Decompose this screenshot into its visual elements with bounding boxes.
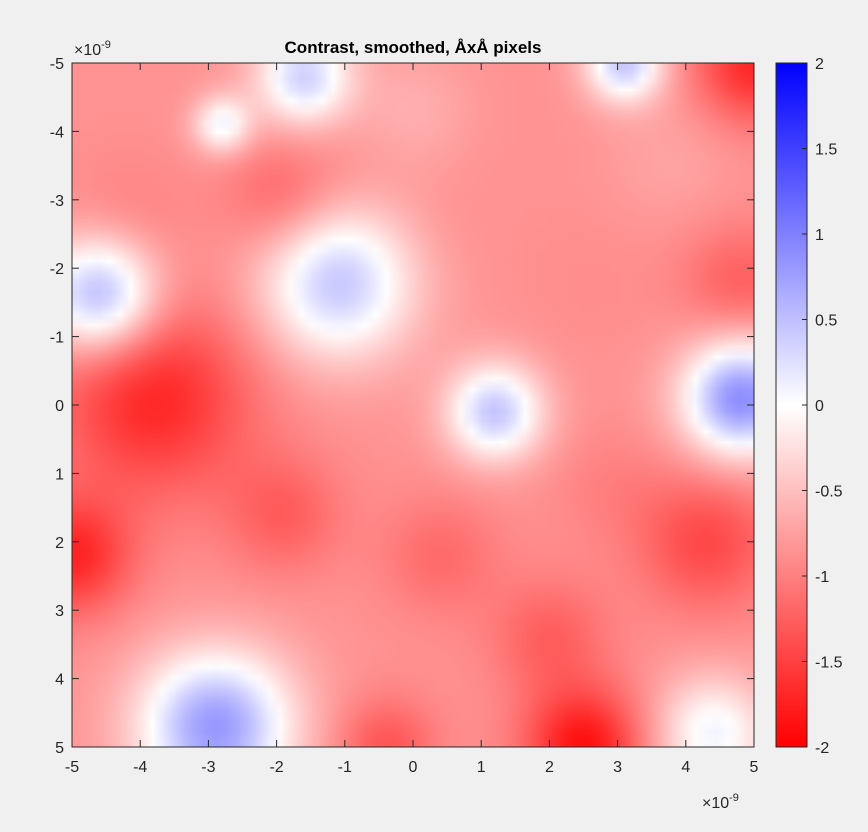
- colorbar-tick-label: 1.5: [815, 142, 837, 159]
- colorbar-gradient: [776, 63, 807, 747]
- chart-title: Contrast, smoothed, ÅxÅ pixels: [285, 38, 542, 57]
- x-tick-label: 2: [545, 759, 554, 776]
- x-axis-ticks: -5 -4 -3 -2 -1 0 1 2 3 4 5: [65, 63, 759, 776]
- colorbar-tick-label: 2: [815, 56, 824, 73]
- heatmap-image: [72, 63, 754, 747]
- colorbar-tick-label: 1: [815, 227, 824, 244]
- x-tick-label: -2: [269, 759, 283, 776]
- x-exponent-power: -9: [729, 792, 739, 804]
- x-exponent-base: ×10: [702, 795, 729, 812]
- x-tick-label: -4: [133, 759, 147, 776]
- y-tick-label: -4: [50, 124, 64, 141]
- colorbar-tick-label: -2: [815, 740, 829, 757]
- colorbar-tick-label: -1.5: [815, 655, 843, 672]
- y-tick-label: 2: [55, 535, 64, 552]
- y-axis-exponent: ×10-9: [74, 39, 111, 59]
- y-tick-label: 1: [55, 466, 64, 483]
- colorbar-ticks: 2 1.5 1 0.5 0 -0.5 -1 -1.5 -2: [802, 56, 843, 757]
- colorbar: 2 1.5 1 0.5 0 -0.5 -1 -1.5 -2: [775, 56, 843, 757]
- x-tick-label: -3: [201, 759, 215, 776]
- x-tick-label: 1: [477, 759, 486, 776]
- y-tick-label: -5: [50, 56, 64, 73]
- colorbar-tick-label: -0.5: [815, 484, 843, 501]
- x-tick-label: -5: [65, 759, 79, 776]
- y-exponent-base: ×10: [74, 42, 101, 59]
- y-tick-label: -2: [50, 261, 64, 278]
- y-axis-ticks: -5 -4 -3 -2 -1 0 1 2 3 4 5: [50, 56, 754, 757]
- y-tick-label: 3: [55, 603, 64, 620]
- y-tick-label: -3: [50, 193, 64, 210]
- x-tick-label: 5: [750, 759, 759, 776]
- y-tick-label: -1: [50, 330, 64, 347]
- x-tick-label: 3: [613, 759, 622, 776]
- colorbar-tick-label: 0.5: [815, 313, 837, 330]
- colorbar-tick-label: -1: [815, 569, 829, 586]
- y-tick-label: 5: [55, 740, 64, 757]
- colorbar-tick-label: 0: [815, 398, 824, 415]
- x-tick-label: -1: [338, 759, 352, 776]
- x-tick-label: 0: [409, 759, 418, 776]
- y-tick-label: 0: [55, 398, 64, 415]
- x-tick-label: 4: [681, 759, 690, 776]
- x-axis-exponent: ×10-9: [702, 792, 739, 812]
- y-exponent-power: -9: [101, 39, 111, 51]
- y-tick-label: 4: [55, 672, 64, 689]
- plot-area: -5 -4 -3 -2 -1 0 1 2 3 4 5 -5 -4 -3 -2 -1 0 1 2 3 4 5: [50, 56, 759, 776]
